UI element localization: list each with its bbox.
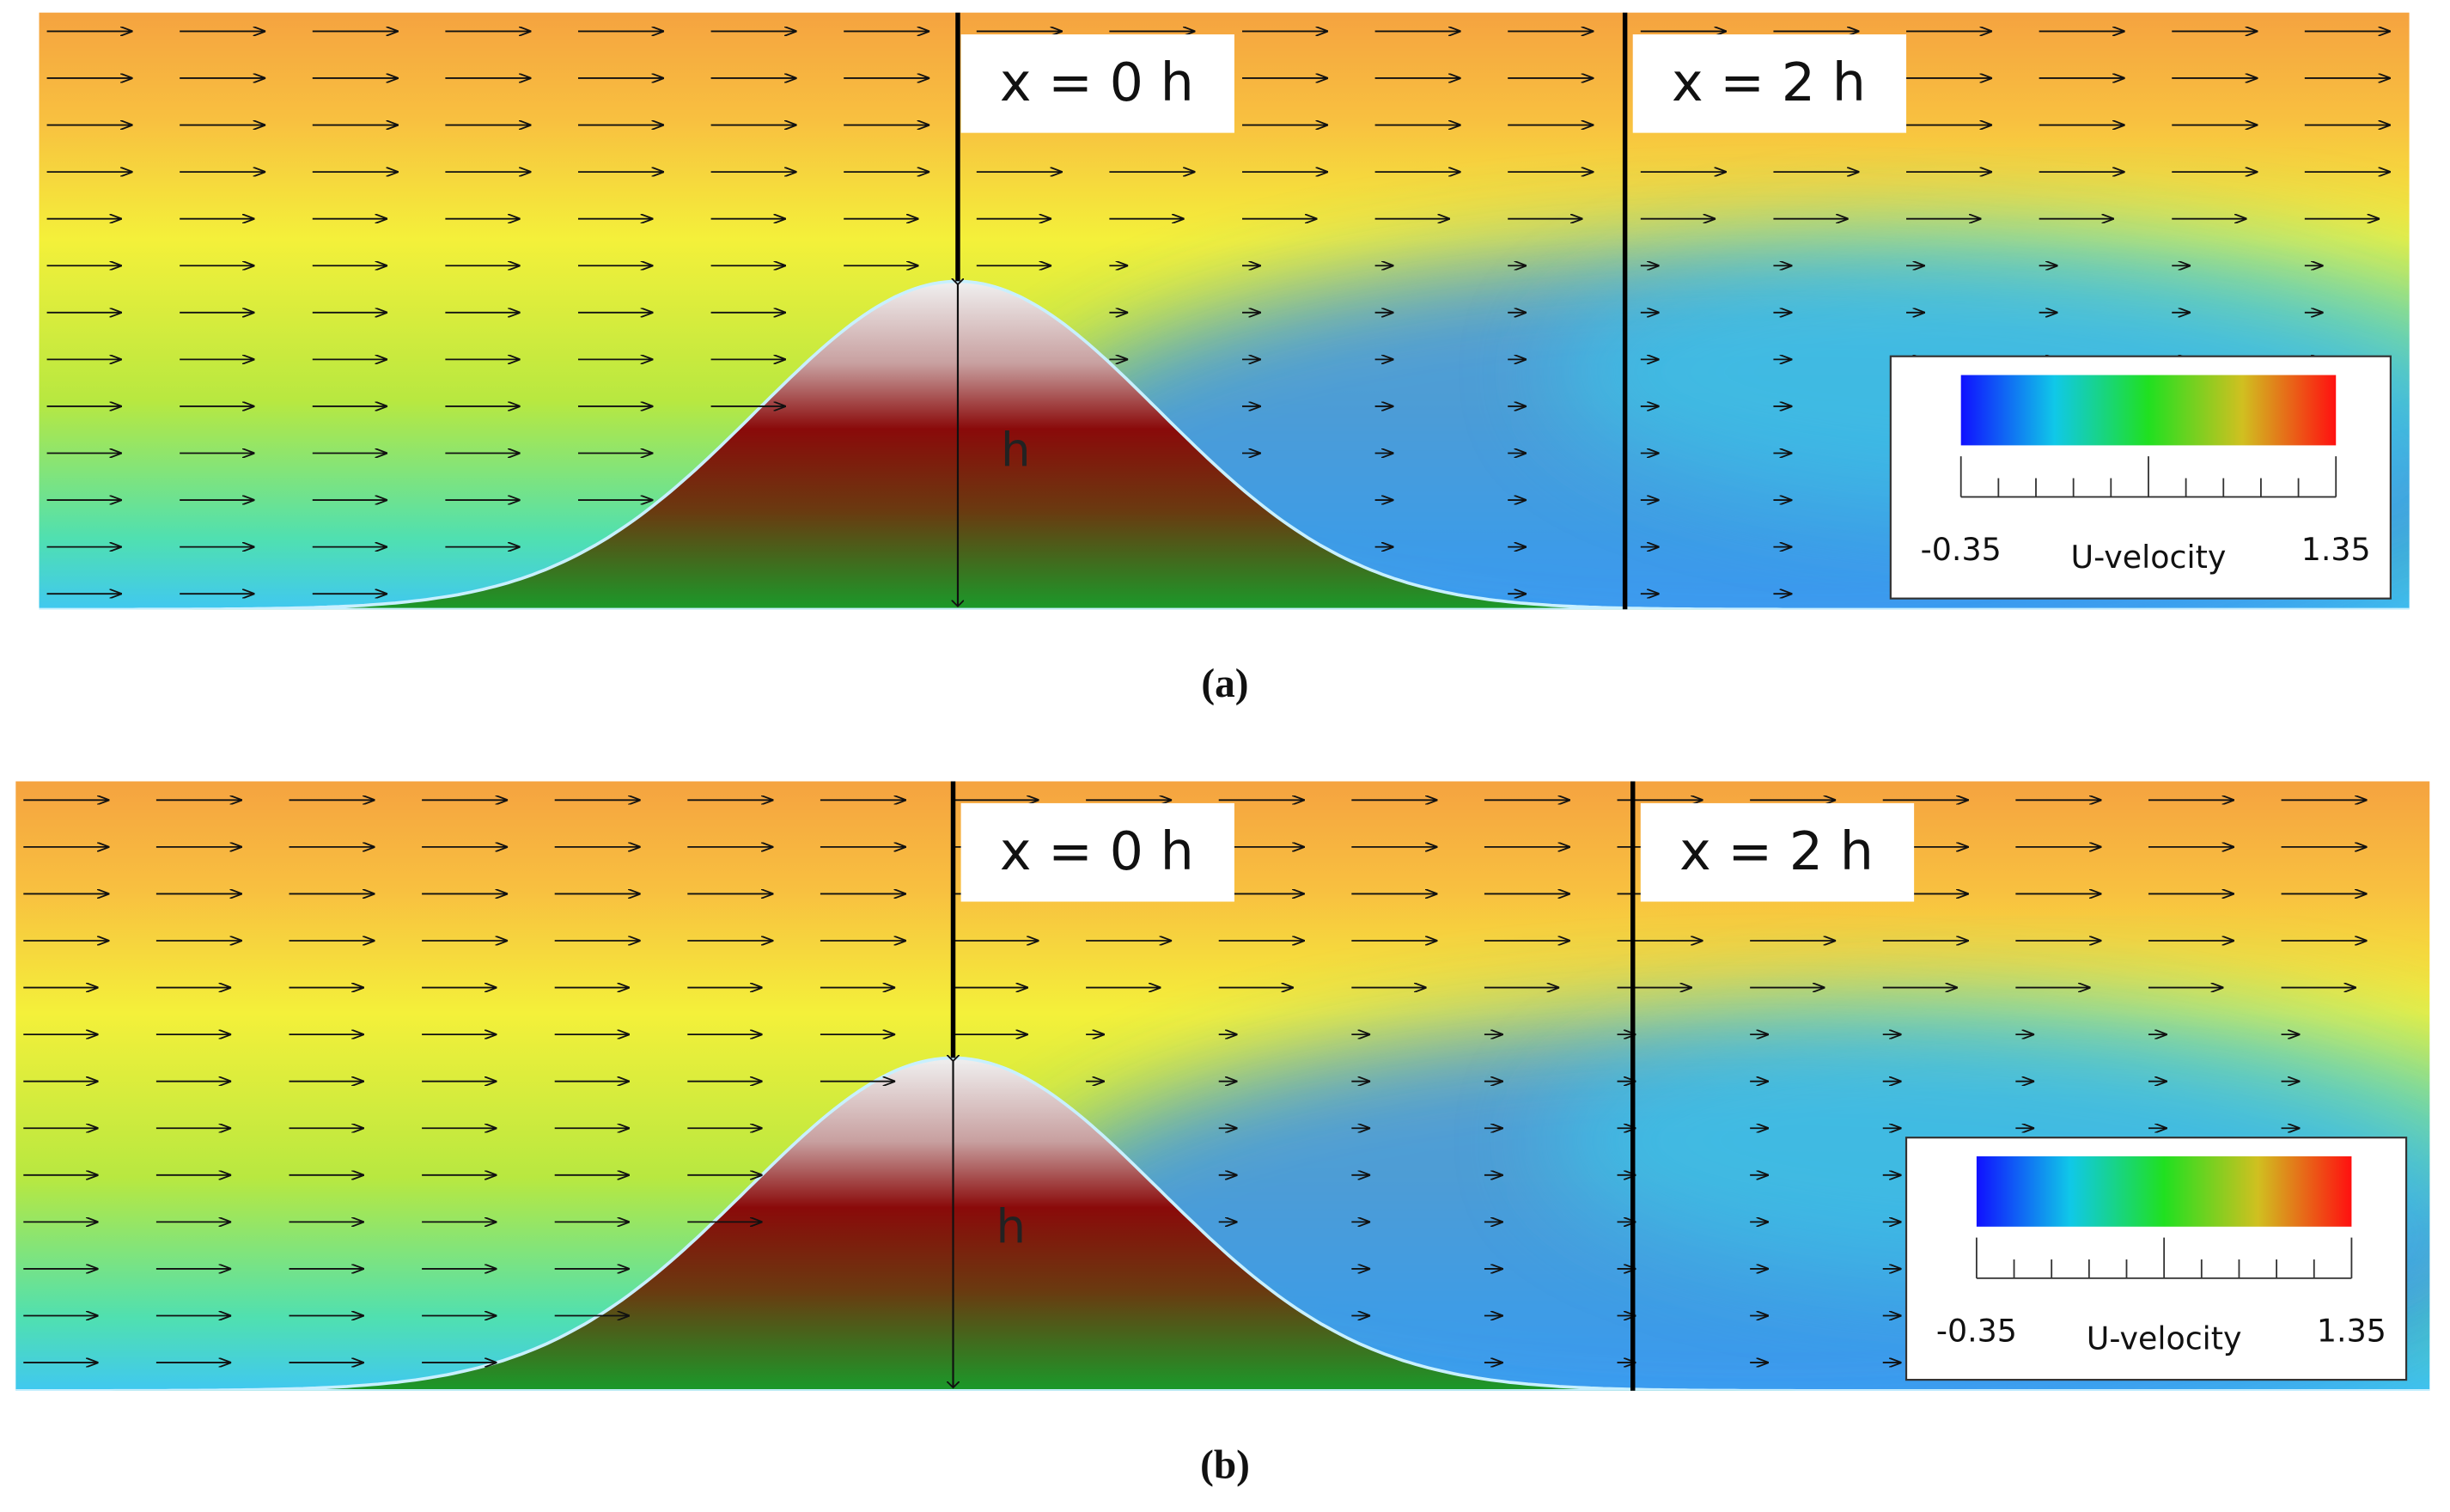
panel: h x = 0 h x = 2 h -0.35 U-velocity 1.35 (a) (39, 12, 2410, 706)
caption: (a) (1201, 662, 1248, 706)
hill (39, 279, 2410, 610)
colorbar-label: U-velocity (2087, 1320, 2242, 1357)
station-label-box (960, 34, 1234, 133)
panel: h x = 0 h x = 2 h -0.35 U-velocity 1.35 (b) (15, 781, 2430, 1488)
colorbar-label: U-velocity (2071, 539, 2227, 576)
field: h x = 0 h x = 2 h -0.35 U-velocity 1.35 (15, 781, 2430, 1391)
height-label: h (1001, 423, 1031, 478)
station-label: x = 0 h (1000, 820, 1194, 882)
station-label: x = 2 h (1679, 820, 1874, 882)
station-label-box (960, 802, 1234, 902)
colorbar-max: 1.35 (2317, 1313, 2386, 1350)
colorbar (1960, 375, 2337, 446)
colorbar (1976, 1155, 2352, 1227)
hill (15, 1056, 2430, 1391)
height-label: h (996, 1199, 1027, 1254)
colorbar-min: -0.35 (1921, 531, 2002, 568)
station-label: x = 0 h (1000, 52, 1194, 113)
colorbar-min: -0.35 (1936, 1313, 2017, 1350)
colorbar-max: 1.35 (2301, 531, 2371, 568)
station-label: x = 2 h (1672, 52, 1866, 113)
station-label-box (1640, 802, 1915, 902)
field: h x = 0 h x = 2 h -0.35 U-velocity 1.35 (39, 12, 2410, 610)
station-label-box (1632, 34, 1907, 133)
caption: (b) (1200, 1443, 1250, 1488)
